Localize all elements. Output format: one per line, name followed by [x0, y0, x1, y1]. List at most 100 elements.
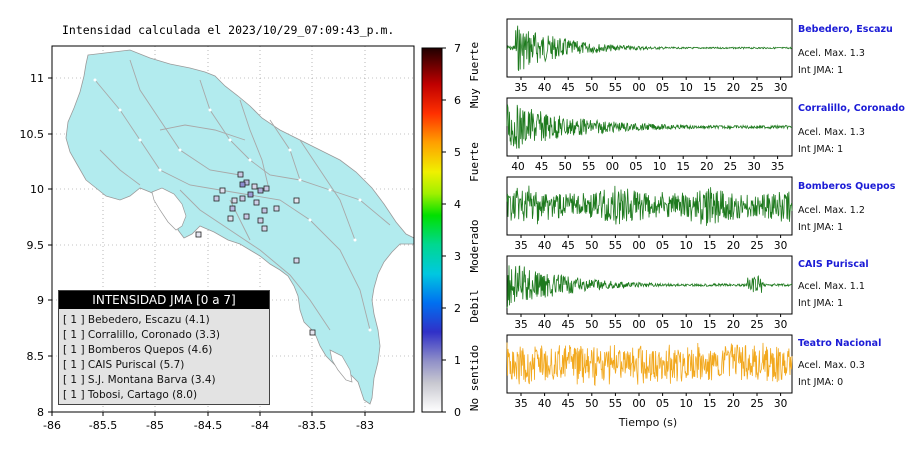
station-marker	[251, 183, 258, 190]
trace-tick-label: 10	[680, 240, 693, 252]
colorbar-label: Muy Fuerte	[468, 42, 481, 108]
station-jma: Int JMA: 0	[798, 377, 844, 388]
trace-line	[506, 25, 793, 72]
station-marker	[263, 185, 270, 192]
trace-tick-label: 05	[656, 319, 669, 331]
map-legend-row: [ 1 ] Tobosi, Cartago (8.0)	[63, 389, 198, 401]
station-marker	[213, 195, 220, 202]
trace-tick-label: 50	[585, 319, 598, 331]
trace-tick-label: 30	[747, 161, 760, 173]
trace-panels: 35 40 45 50 55 00 05 10 15 20 25 30 40 45 50 55 00 05 10 15…	[506, 18, 793, 410]
trace-tick-label: 35	[514, 319, 527, 331]
trace-tick-label: 20	[727, 398, 740, 410]
trace-tick-label: 15	[703, 240, 716, 252]
colorbar-tick-label: 5	[454, 146, 461, 159]
station-marker	[293, 257, 300, 264]
map-x-tick-label: -84	[251, 419, 269, 432]
golfo-dulce	[329, 349, 353, 383]
station-jma: Int JMA: 1	[798, 144, 844, 155]
nicoya-gulf	[151, 187, 187, 231]
station-markers	[195, 171, 316, 336]
station-marker	[309, 329, 316, 336]
trace-tick-label: 25	[750, 82, 763, 94]
station-accel: Acel. Max. 1.1	[798, 281, 865, 292]
station-marker	[261, 207, 268, 214]
trace-tick-label: 55	[582, 161, 595, 173]
colorbar-labels: Muy Fuerte Fuerte Moderado Debil No sentido	[468, 42, 481, 411]
trace-tick-label: 15	[703, 319, 716, 331]
trace-tick-label: 50	[585, 240, 598, 252]
map-x-tick-label: -84.5	[194, 419, 222, 432]
map-y-tick-label: 8	[37, 406, 44, 419]
trace-tick-label: 20	[727, 240, 740, 252]
colorbar-tick-label: 6	[454, 94, 461, 107]
colorbar-tick-label: 1	[454, 354, 461, 367]
trace-tick-label: 45	[562, 240, 575, 252]
map-title: Intensidad calculada el 2023/10/29_07:09…	[62, 23, 395, 37]
trace-tick-label: 15	[703, 398, 716, 410]
trace-line	[506, 265, 793, 309]
station-marker	[231, 197, 238, 204]
map-x-ticks: -86 -85.5 -85 -84.5 -84 -83.5 -83	[43, 412, 374, 432]
colorbar-tick-label: 2	[454, 302, 461, 315]
trace-tick-label: 20	[727, 319, 740, 331]
station-marker	[243, 213, 250, 220]
map-y-ticks: 11 10.5 10 9.5 9 8.5 8	[20, 72, 52, 419]
town-dots	[93, 78, 372, 332]
station-marker	[257, 187, 264, 194]
station-marker	[247, 191, 254, 198]
station-jma: Int JMA: 1	[798, 298, 844, 309]
map-legend-row: [ 1 ] S.J. Montana Barva (3.4)	[63, 374, 216, 386]
station-marker	[229, 205, 236, 212]
map-x-tick-label: -85.5	[89, 419, 117, 432]
map-legend: INTENSIDAD JMA [0 a 7] [ 1 ] Bebedero, E…	[58, 290, 270, 405]
trace-tick-label: 10	[653, 161, 666, 173]
station-accel: Acel. Max. 1.2	[798, 205, 865, 216]
map-y-tick-label: 11	[30, 72, 44, 85]
station-marker	[219, 187, 226, 194]
trace-tick-label: 00	[632, 398, 645, 410]
trace-tick-label: 00	[606, 161, 619, 173]
trace-tick-label: 35	[771, 161, 784, 173]
trace-tick-label: 25	[750, 398, 763, 410]
trace-tick-label: 55	[609, 240, 622, 252]
trace-tick-label: 45	[562, 319, 575, 331]
map-y-tick-label: 9.5	[27, 239, 45, 252]
trace-line	[506, 342, 793, 387]
trace-tick-label: 15	[677, 161, 690, 173]
station-marker	[273, 205, 280, 212]
costa-rica-land	[65, 49, 414, 405]
map-legend-row: [ 1 ] Bomberos Quepos (4.6)	[63, 344, 213, 356]
colorbar-tick-label: 0	[454, 406, 461, 419]
map-x-tick-label: -86	[43, 419, 61, 432]
colorbar-ticks: 7 6 5 4 3 2 1 0	[442, 42, 461, 419]
trace-tick-label: 40	[538, 319, 551, 331]
colorbar-label: Debil	[468, 289, 481, 322]
station-accel: Acel. Max. 1.3	[798, 127, 865, 138]
map-legend-title: INTENSIDAD JMA [0 a 7]	[59, 291, 269, 309]
trace-tick-label: 20	[700, 161, 713, 173]
station-marker	[239, 195, 246, 202]
map-x-tick-label: -85	[146, 419, 164, 432]
trace-tick-label: 50	[585, 398, 598, 410]
trace-tick-label: 40	[538, 82, 551, 94]
station-marker	[239, 181, 246, 188]
map-y-tick-label: 9	[37, 294, 44, 307]
station-marker	[227, 215, 234, 222]
colorbar-tick-label: 4	[454, 198, 461, 211]
trace-tick-label: 45	[535, 161, 548, 173]
station-marker	[253, 199, 260, 206]
map-legend-row: [ 1 ] Corralillo, Coronado (3.3)	[63, 329, 220, 341]
colorbar-label: Moderado	[468, 220, 481, 273]
trace-tick-label: 30	[774, 240, 787, 252]
trace-tick-label: 55	[609, 398, 622, 410]
trace-tick-label: 35	[514, 240, 527, 252]
trace-tick-label: 40	[511, 161, 524, 173]
trace-tick-label: 05	[656, 240, 669, 252]
trace-tick-label: 55	[609, 82, 622, 94]
trace-tick-label: 10	[680, 82, 693, 94]
trace-tick-label: 05	[656, 82, 669, 94]
station-marker	[261, 225, 268, 232]
trace-tick-label: 20	[727, 82, 740, 94]
